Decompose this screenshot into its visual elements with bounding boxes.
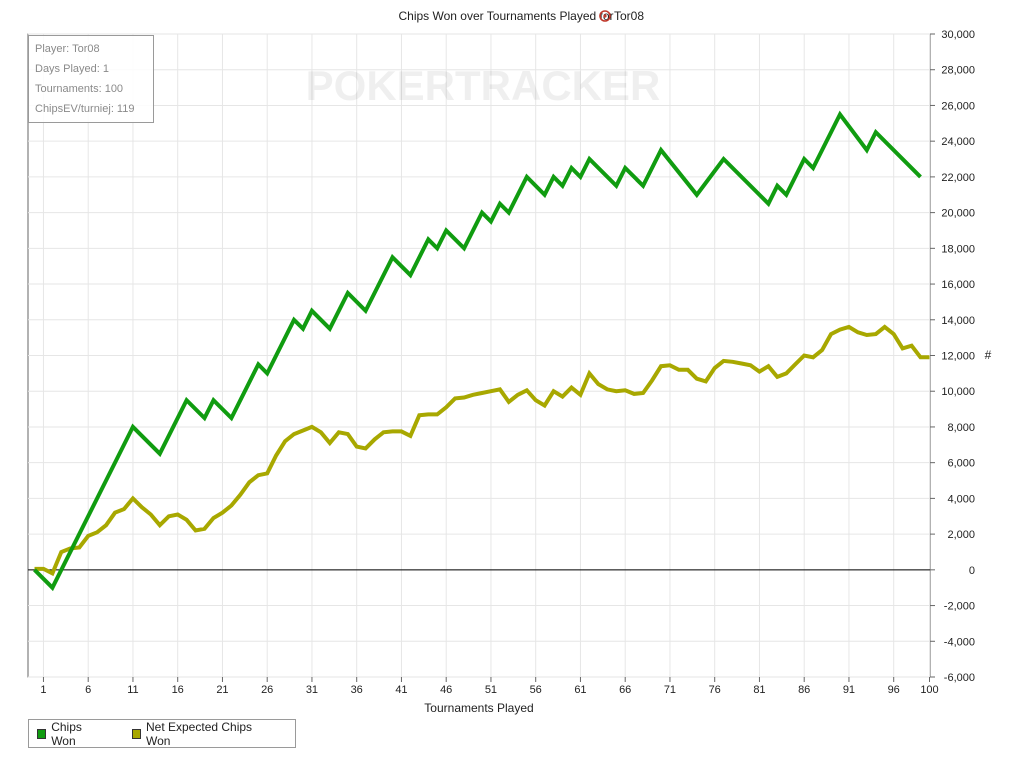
y-axis-label: #	[985, 348, 992, 362]
x-tick-label: 41	[395, 684, 407, 696]
y-tick-label: 6,000	[947, 458, 975, 470]
x-tick-label: 1	[40, 684, 46, 696]
x-tick-label: 96	[888, 684, 900, 696]
x-tick-label: 26	[261, 684, 273, 696]
x-tick-label: 76	[709, 684, 721, 696]
legend-item-chips-won[interactable]: Chips Won	[37, 720, 104, 748]
x-tick-label: 86	[798, 684, 810, 696]
y-tick-label: -2,000	[944, 601, 975, 613]
y-tick-label: 24,000	[941, 136, 975, 148]
legend-item-net-expected[interactable]: Net Expected Chips Won	[131, 719, 267, 748]
y-tick-label: 12,000	[941, 351, 975, 363]
x-tick-label: 61	[574, 684, 586, 696]
x-tick-label: 100	[920, 684, 938, 696]
x-tick-label: 56	[530, 684, 542, 696]
axes: -6,000 -4,000 -2,000 0 2,000 4,000 6,000 8,000 1…	[40, 29, 975, 696]
y-tick-label: 26,000	[941, 100, 975, 112]
series-line-net-expected	[34, 324, 930, 577]
x-tick-label: 36	[351, 684, 363, 696]
x-tick-label: 31	[306, 684, 318, 696]
y-tick-label: 14,000	[941, 315, 975, 327]
y-tick-label: -4,000	[944, 636, 975, 648]
y-tick-label: -6,000	[944, 672, 975, 684]
x-tick-label: 81	[753, 684, 765, 696]
x-axis-label: Tournaments Played	[424, 701, 533, 715]
x-tick-label: 71	[664, 684, 676, 696]
grid	[28, 33, 930, 678]
player-info-box: Player: Tor08 Days Played: 1 Tournaments…	[28, 35, 154, 123]
y-tick-label: 16,000	[941, 279, 975, 291]
x-tick-label: 46	[440, 684, 452, 696]
y-tick-label: 4,000	[947, 493, 975, 505]
chips-ev-per-tournament: ChipsEV/turniej: 119	[35, 103, 135, 115]
tournaments-count: Tournaments: 100	[35, 83, 124, 95]
x-tick-label: 21	[216, 684, 228, 696]
days-played: Days Played: 1	[35, 63, 109, 75]
y-tick-label: 18,000	[941, 243, 975, 255]
legend-label-chips-won: Chips Won	[51, 719, 82, 748]
x-tick-label: 6	[85, 684, 91, 696]
player-name: Player: Tor08	[35, 43, 100, 55]
x-tick-label: 16	[172, 684, 184, 696]
legend-swatch-net-expected	[131, 728, 141, 739]
y-tick-label: 22,000	[941, 172, 975, 184]
x-tick-label: 91	[843, 684, 855, 696]
series-layer	[33, 110, 930, 592]
y-tick-label: 2,000	[947, 529, 975, 541]
chart-title: Chips Won over Tournaments Played for	[399, 9, 614, 23]
y-tick-label: 28,000	[941, 65, 975, 77]
y-tick-label: 10,000	[941, 386, 975, 398]
x-tick-label: 51	[485, 684, 497, 696]
y-tick-label: 0	[969, 565, 975, 577]
watermark: POKERTRACKER	[306, 62, 661, 109]
legend: Chips Won Net Expected Chips Won	[28, 719, 296, 748]
x-tick-label: 11	[127, 684, 138, 696]
x-tick-label: 66	[619, 684, 631, 696]
y-tick-label: 20,000	[941, 208, 975, 220]
chart-title-player: Tor08	[614, 9, 644, 23]
legend-swatch-chips-won	[37, 728, 47, 739]
y-tick-label: 8,000	[947, 422, 975, 434]
series-line-chips-won	[33, 110, 922, 592]
poker-chip-icon	[599, 10, 611, 22]
y-tick-label: 30,000	[941, 29, 975, 41]
legend-label-net-expected: Net Expected Chips Won	[146, 719, 253, 748]
